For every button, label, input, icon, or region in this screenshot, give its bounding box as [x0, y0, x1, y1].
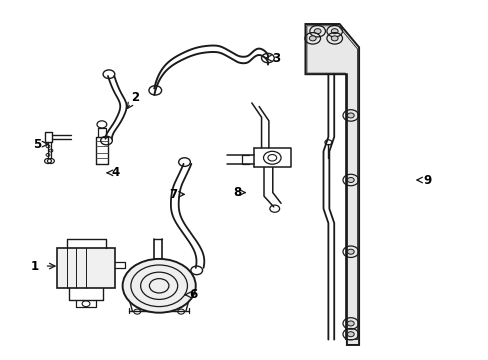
Circle shape [330, 36, 337, 41]
Polygon shape [57, 248, 115, 288]
Text: 7: 7 [169, 188, 178, 201]
Circle shape [330, 29, 337, 34]
Text: 8: 8 [233, 186, 241, 199]
Text: 1: 1 [31, 260, 39, 273]
Circle shape [122, 259, 195, 313]
Circle shape [346, 249, 353, 254]
Circle shape [346, 113, 353, 118]
Text: 4: 4 [111, 166, 119, 179]
Text: 2: 2 [130, 91, 139, 104]
Polygon shape [305, 24, 358, 345]
Circle shape [346, 177, 353, 183]
Text: 9: 9 [422, 174, 430, 186]
Text: 5: 5 [33, 138, 41, 150]
Circle shape [346, 332, 353, 337]
Circle shape [346, 321, 353, 326]
Circle shape [314, 29, 321, 34]
Circle shape [309, 36, 316, 41]
Text: 3: 3 [272, 51, 280, 64]
Text: 6: 6 [189, 288, 197, 301]
